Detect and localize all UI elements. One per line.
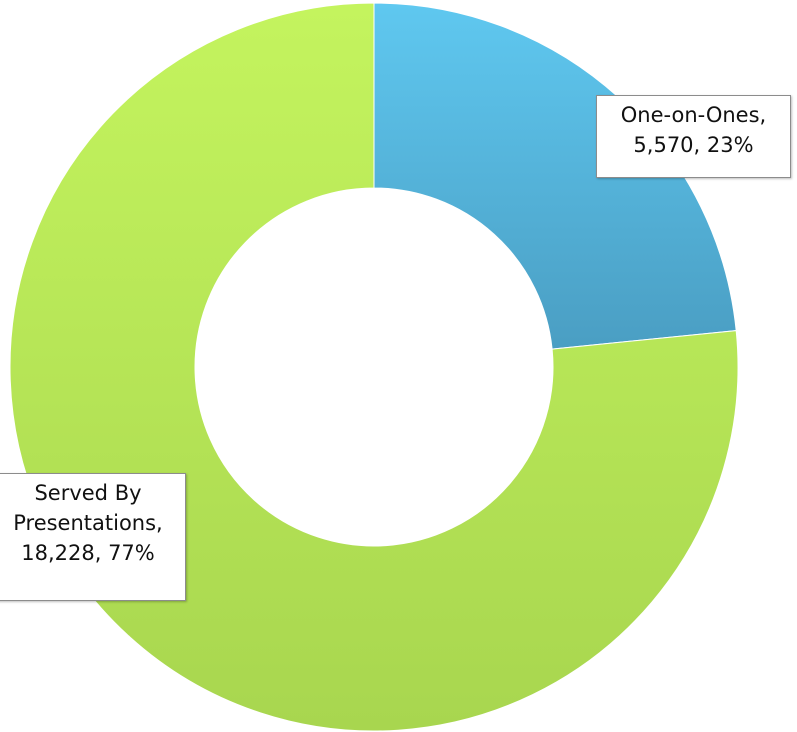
data-label-served-line1: Served By bbox=[34, 481, 142, 505]
slice-served-by-presentations bbox=[9, 2, 739, 732]
data-label-one-on-ones-line1: One-on-Ones, bbox=[620, 103, 767, 127]
data-label-served-line2: Presentations, bbox=[13, 511, 163, 535]
data-label-served-line3: 18,228, 77% bbox=[21, 541, 155, 565]
data-label-one-on-ones-line2: 5,570, 23% bbox=[633, 133, 754, 157]
data-label-served-by-presentations: Served By Presentations, 18,228, 77% bbox=[0, 473, 186, 601]
data-label-one-on-ones: One-on-Ones, 5,570, 23% bbox=[596, 95, 791, 178]
slice-one-on-ones bbox=[373, 2, 737, 350]
